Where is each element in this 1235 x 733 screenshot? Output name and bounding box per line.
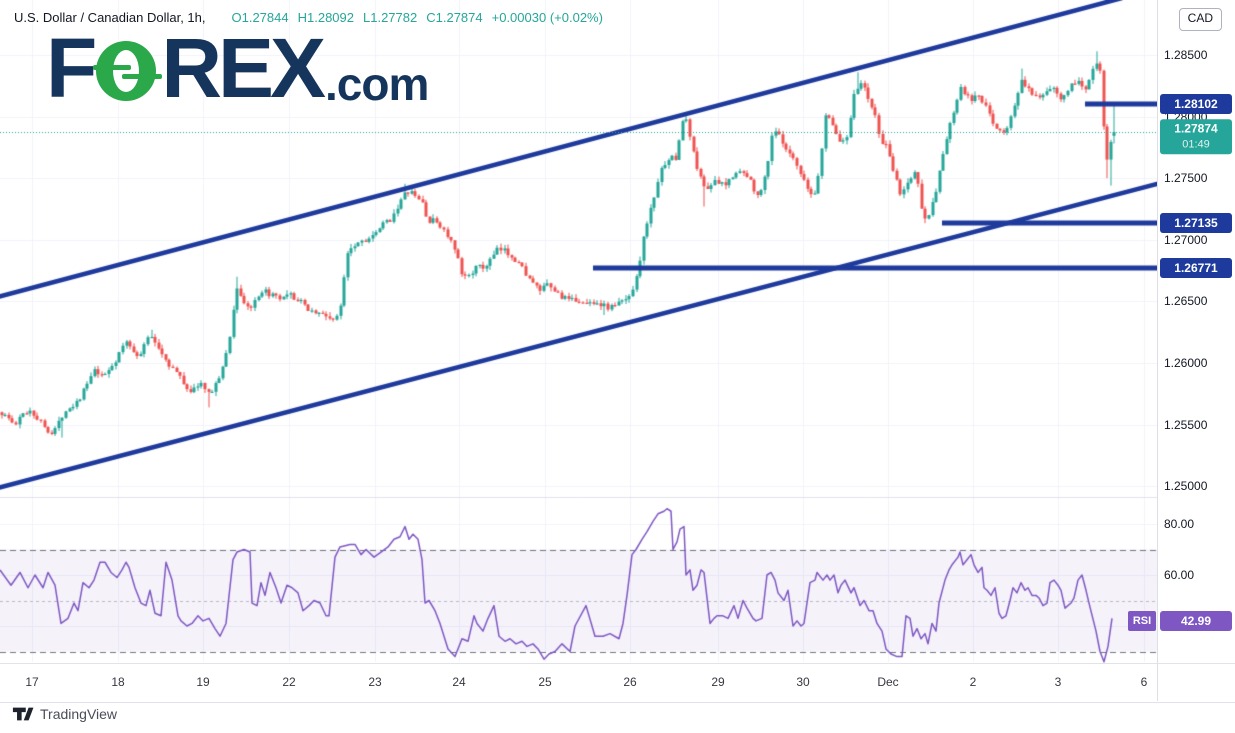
time-tick-label: 23 <box>368 675 382 689</box>
price-label: 1.25500 <box>1164 417 1208 432</box>
price-label: 1.28500 <box>1164 48 1208 62</box>
time-tick-label: 3 <box>1054 675 1062 689</box>
time-tick-label: 22 <box>282 675 296 689</box>
price-axis-border <box>1157 0 1158 701</box>
current-price-value: 1.27874 <box>1174 121 1218 136</box>
currency-button[interactable]: CAD <box>1178 8 1222 31</box>
price-level-badge: 1.26771 <box>1160 258 1232 278</box>
rsi-label-badge: RSI <box>1128 611 1156 632</box>
price-label: 1.27500 <box>1164 171 1208 186</box>
time-tick-label: 24 <box>452 675 466 689</box>
legend-symbol[interactable]: U.S. Dollar / Canadian Dollar, 1h, <box>14 10 206 25</box>
rsi-scale-label: 80.00 <box>1164 517 1195 531</box>
tradingview-icon <box>12 707 34 721</box>
time-tick-label: 17 <box>25 675 39 689</box>
time-tick-label: 26 <box>623 675 637 689</box>
tradingview-logo[interactable]: TradingView <box>12 706 117 722</box>
price-label: 1.26000 <box>1164 356 1208 370</box>
forex-logo-f: F <box>46 21 97 115</box>
price-label: 1.26500 <box>1164 294 1208 309</box>
legend-change: +0.00030 (+0.02%) <box>491 10 603 25</box>
current-price-badge: 1.27874 01:49 <box>1160 119 1232 155</box>
forex-logo-rex: REX <box>161 21 326 115</box>
tradingview-text: TradingView <box>40 706 118 722</box>
price-level-badge: 1.28102 <box>1160 94 1232 115</box>
legend-close: C1.27874 <box>426 10 483 25</box>
rsi-value-badge: 42.99 <box>1160 611 1232 632</box>
time-tick-label: 29 <box>711 675 725 689</box>
time-tick-label: Dec <box>877 675 899 689</box>
price-label: 1.25000 <box>1164 479 1208 494</box>
price-level-badge: 1.27135 <box>1160 213 1232 234</box>
legend-high: H1.28092 <box>297 10 354 25</box>
forex-logo-o-icon <box>93 40 163 101</box>
rsi-scale-label: 60.00 <box>1164 568 1195 582</box>
legend-low: L1.27782 <box>363 10 418 25</box>
time-tick-label: 19 <box>196 675 210 689</box>
time-tick-label: 6 <box>1140 675 1148 689</box>
time-tick-label: 30 <box>796 675 810 689</box>
current-price-countdown: 01:49 <box>1182 138 1210 151</box>
chart-canvas[interactable] <box>0 0 1157 663</box>
forex-logo-com: .com <box>325 58 429 111</box>
time-tick-label: 18 <box>111 675 125 689</box>
time-tick-label: 2 <box>969 675 977 689</box>
legend-open: O1.27844 <box>231 10 289 25</box>
price-label: 1.27000 <box>1164 232 1208 247</box>
forex-logo-o-bar <box>122 73 163 79</box>
forex-logo-o-bar <box>93 64 132 70</box>
time-tick-label: 25 <box>538 675 552 689</box>
legend: U.S. Dollar / Canadian Dollar, 1h, O1.27… <box>14 10 603 25</box>
time-axis[interactable]: 17 18 19 22 23 24 25 26 29 30 Dec 2 3 6 <box>0 663 1235 703</box>
forex-watermark: F REX .com <box>46 21 429 115</box>
forex-logo-o-hole <box>113 49 140 92</box>
